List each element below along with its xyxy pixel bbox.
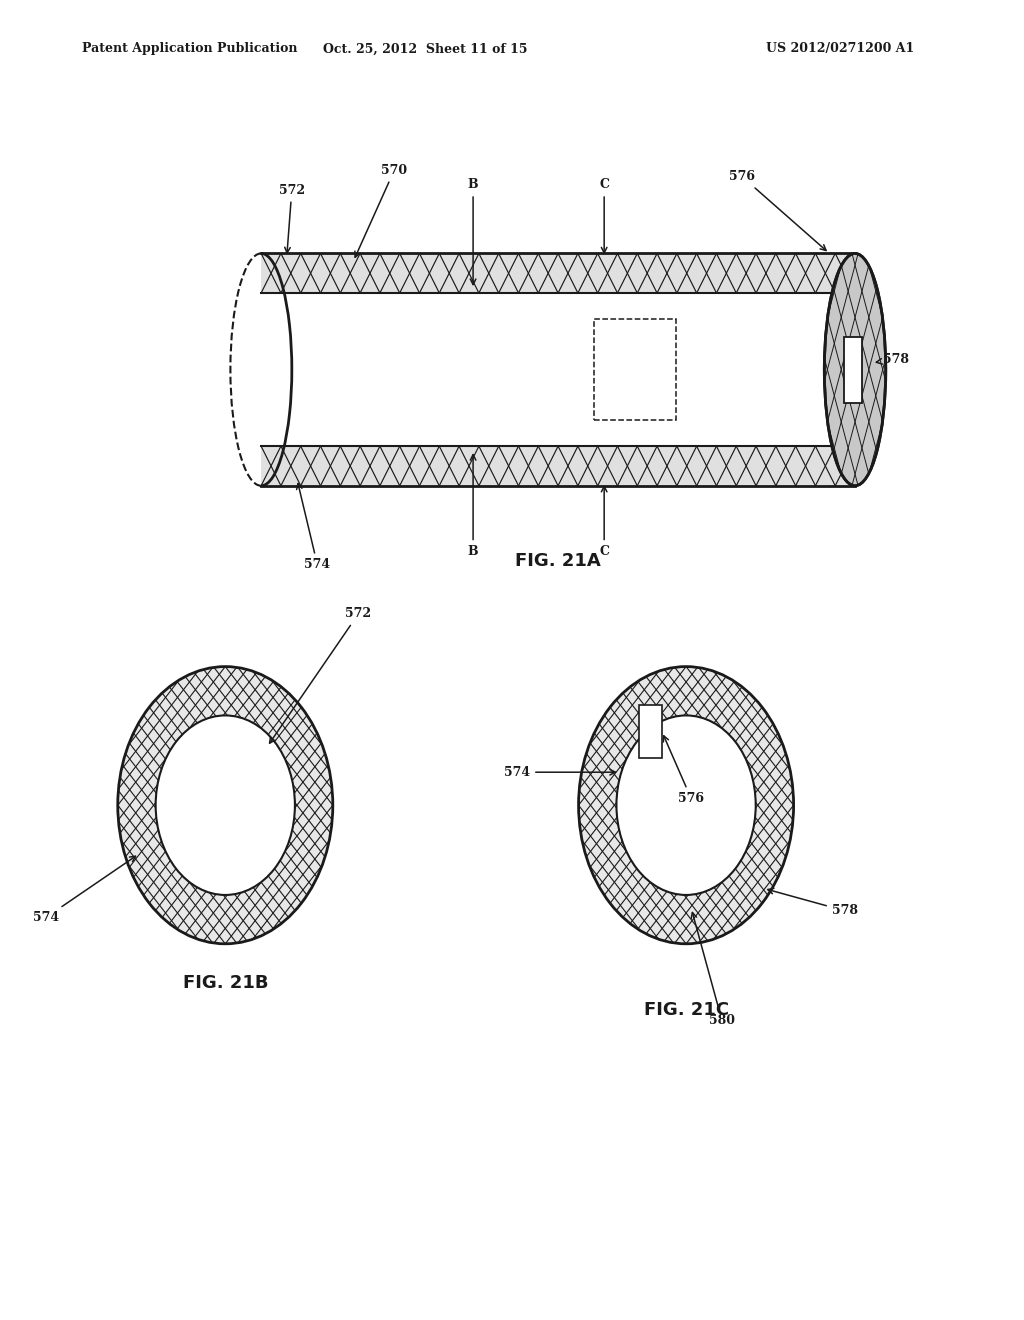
- Bar: [261, 253, 855, 486]
- Circle shape: [156, 715, 295, 895]
- Text: B: B: [468, 178, 478, 285]
- Text: 572: 572: [279, 183, 305, 253]
- Text: US 2012/0271200 A1: US 2012/0271200 A1: [766, 42, 913, 55]
- Text: 578: 578: [768, 888, 858, 917]
- Text: 576: 576: [729, 170, 826, 251]
- Text: FIG. 21C: FIG. 21C: [643, 1001, 729, 1019]
- Text: 576: 576: [664, 735, 705, 805]
- Bar: [261, 446, 855, 486]
- Text: 574: 574: [504, 766, 615, 779]
- Circle shape: [156, 715, 295, 895]
- Text: C: C: [599, 486, 609, 558]
- Text: Patent Application Publication: Patent Application Publication: [82, 42, 297, 55]
- Ellipse shape: [824, 253, 886, 486]
- Circle shape: [616, 715, 756, 895]
- Bar: [261, 253, 855, 293]
- Text: B: B: [468, 454, 478, 558]
- Circle shape: [579, 667, 794, 944]
- Bar: [844, 337, 862, 403]
- Text: FIG. 21A: FIG. 21A: [515, 552, 601, 570]
- Text: Oct. 25, 2012  Sheet 11 of 15: Oct. 25, 2012 Sheet 11 of 15: [323, 42, 527, 55]
- Circle shape: [616, 715, 756, 895]
- Text: FIG. 21B: FIG. 21B: [182, 974, 268, 993]
- Circle shape: [118, 667, 333, 944]
- Text: C: C: [599, 178, 609, 253]
- Text: 580: 580: [691, 912, 735, 1027]
- Text: 578: 578: [877, 352, 908, 366]
- Text: 570: 570: [355, 164, 408, 257]
- Bar: [594, 319, 676, 420]
- Bar: [639, 705, 662, 758]
- Text: 574: 574: [297, 483, 331, 572]
- Text: 574: 574: [33, 857, 135, 924]
- Text: 572: 572: [269, 607, 372, 743]
